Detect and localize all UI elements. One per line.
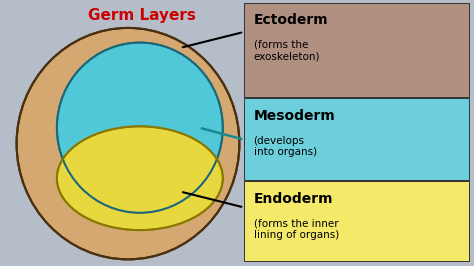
Text: (forms the
exoskeleton): (forms the exoskeleton) [254,40,320,61]
Text: Ectoderm: Ectoderm [254,13,328,27]
FancyBboxPatch shape [244,3,469,97]
FancyBboxPatch shape [244,98,469,180]
Ellipse shape [57,43,223,213]
Text: Mesoderm: Mesoderm [254,109,335,123]
Text: Germ Layers: Germ Layers [88,8,196,23]
FancyBboxPatch shape [244,181,469,261]
Text: (develops
into organs): (develops into organs) [254,136,317,157]
Text: (forms the inner
lining of organs): (forms the inner lining of organs) [254,219,339,240]
Text: Endoderm: Endoderm [254,192,333,206]
Ellipse shape [17,28,239,259]
Ellipse shape [57,126,223,230]
